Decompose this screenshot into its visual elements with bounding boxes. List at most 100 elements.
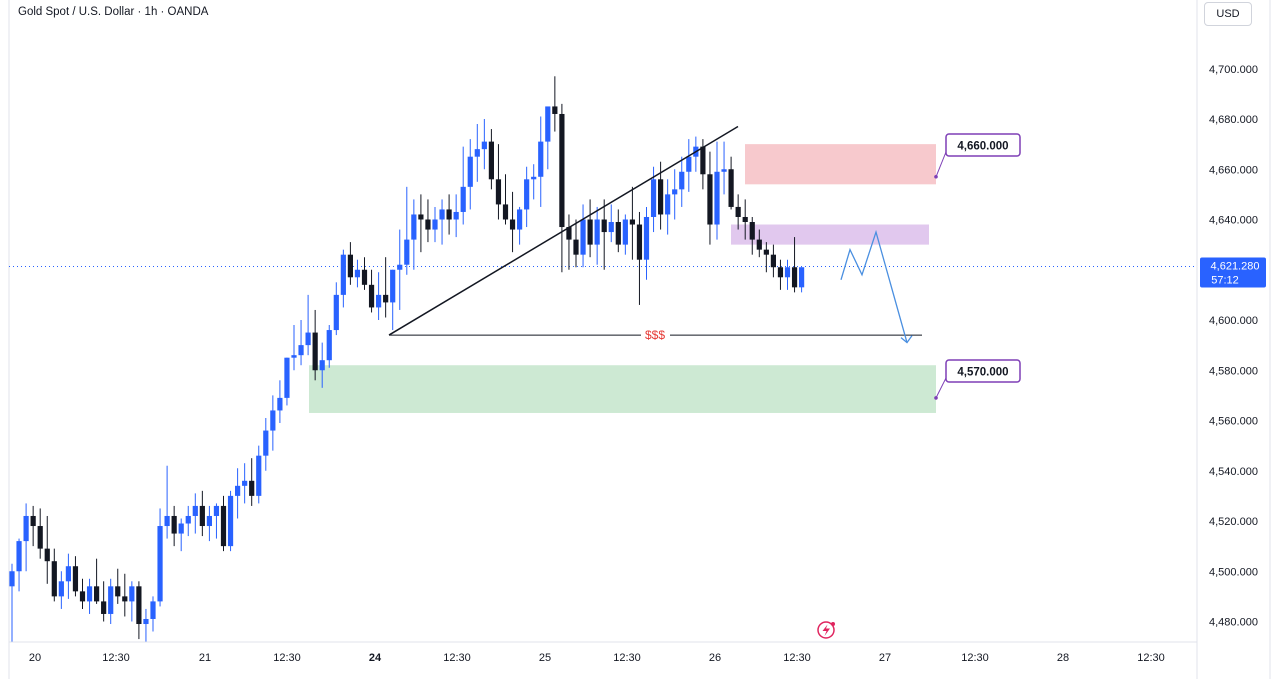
candle[interactable]: [65, 553, 71, 599]
candle[interactable]: [686, 139, 692, 192]
candle[interactable]: [777, 259, 784, 290]
candle[interactable]: [721, 141, 727, 195]
events-lightning-icon[interactable]: [817, 621, 835, 639]
candle[interactable]: [199, 490, 205, 537]
candle[interactable]: [728, 156, 734, 210]
candle[interactable]: [143, 608, 149, 642]
candle[interactable]: [390, 269, 396, 331]
candle[interactable]: [256, 445, 262, 504]
candle[interactable]: [460, 146, 466, 225]
candle[interactable]: [446, 194, 452, 235]
candle[interactable]: [37, 508, 43, 559]
candle[interactable]: [608, 204, 614, 243]
candle[interactable]: [636, 211, 643, 305]
candle[interactable]: [538, 116, 544, 207]
candle[interactable]: [770, 244, 776, 278]
candle[interactable]: [573, 219, 579, 268]
candle[interactable]: [791, 237, 798, 293]
candle[interactable]: [643, 206, 650, 280]
candle[interactable]: [425, 199, 431, 243]
candle[interactable]: [509, 191, 516, 253]
candle[interactable]: [453, 194, 459, 238]
candle[interactable]: [235, 468, 241, 519]
candle[interactable]: [284, 357, 290, 406]
candle[interactable]: [665, 179, 671, 235]
candle[interactable]: [115, 568, 121, 604]
candle[interactable]: [213, 503, 220, 539]
price-scale[interactable]: 4,700.000 4,680.000 4,660.000 4,640.000 4,60…: [1209, 64, 1258, 629]
candle[interactable]: [249, 458, 255, 506]
candle[interactable]: [220, 495, 227, 552]
candle[interactable]: [622, 214, 628, 255]
candle[interactable]: [615, 209, 621, 253]
candle[interactable]: [714, 141, 720, 240]
candle[interactable]: [580, 204, 586, 268]
candle[interactable]: [298, 320, 304, 366]
candle[interactable]: [735, 194, 741, 230]
candle[interactable]: [270, 395, 276, 451]
candle[interactable]: [44, 515, 50, 584]
candle[interactable]: [594, 206, 600, 265]
candle[interactable]: [524, 166, 530, 228]
candle[interactable]: [629, 186, 635, 260]
candle[interactable]: [51, 548, 57, 602]
resistance-callout[interactable]: 4,660.000: [934, 133, 1021, 179]
candle[interactable]: [488, 129, 494, 190]
candle[interactable]: [9, 563, 15, 642]
candle[interactable]: [30, 505, 36, 547]
candle[interactable]: [799, 267, 805, 293]
candle[interactable]: [277, 380, 283, 424]
candle[interactable]: [312, 309, 318, 381]
candle[interactable]: [122, 573, 128, 617]
candle[interactable]: [601, 199, 607, 270]
candle[interactable]: [263, 417, 269, 471]
candle[interactable]: [178, 518, 184, 552]
candle[interactable]: [58, 571, 64, 609]
candle[interactable]: [94, 558, 100, 604]
candle[interactable]: [206, 505, 212, 542]
candle[interactable]: [319, 342, 325, 388]
candle[interactable]: [185, 505, 191, 537]
candle[interactable]: [495, 144, 502, 220]
candle[interactable]: [333, 282, 339, 336]
candle[interactable]: [749, 216, 755, 255]
currency-button[interactable]: USD: [1204, 2, 1252, 26]
candle[interactable]: [23, 503, 29, 572]
candle[interactable]: [439, 199, 445, 245]
candle[interactable]: [707, 151, 713, 245]
candle[interactable]: [672, 169, 678, 220]
candle[interactable]: [474, 124, 480, 182]
candle[interactable]: [587, 199, 593, 258]
candle[interactable]: [418, 194, 424, 253]
candle[interactable]: [347, 242, 353, 285]
candle[interactable]: [150, 596, 156, 632]
candle[interactable]: [784, 259, 791, 290]
candle[interactable]: [101, 581, 107, 622]
candle[interactable]: [552, 76, 558, 132]
candle[interactable]: [756, 229, 762, 258]
candle[interactable]: [340, 249, 346, 308]
candle[interactable]: [517, 206, 523, 245]
candle[interactable]: [376, 272, 382, 320]
candle[interactable]: [192, 493, 198, 534]
candle[interactable]: [383, 257, 389, 318]
candle[interactable]: [502, 174, 509, 225]
candle[interactable]: [129, 581, 135, 622]
candle[interactable]: [72, 556, 79, 597]
projection-path[interactable]: [840, 229, 908, 343]
candle[interactable]: [742, 199, 748, 240]
candle[interactable]: [291, 325, 297, 371]
candle[interactable]: [467, 139, 473, 210]
candle[interactable]: [559, 103, 565, 273]
candle[interactable]: [227, 490, 234, 552]
candle[interactable]: [411, 199, 417, 270]
candle[interactable]: [566, 214, 572, 270]
candle[interactable]: [305, 294, 311, 356]
candle[interactable]: [242, 463, 248, 504]
candle[interactable]: [361, 257, 368, 290]
candle[interactable]: [79, 578, 86, 609]
candle[interactable]: [171, 505, 177, 547]
candle[interactable]: [86, 578, 93, 614]
candle[interactable]: [693, 136, 699, 172]
